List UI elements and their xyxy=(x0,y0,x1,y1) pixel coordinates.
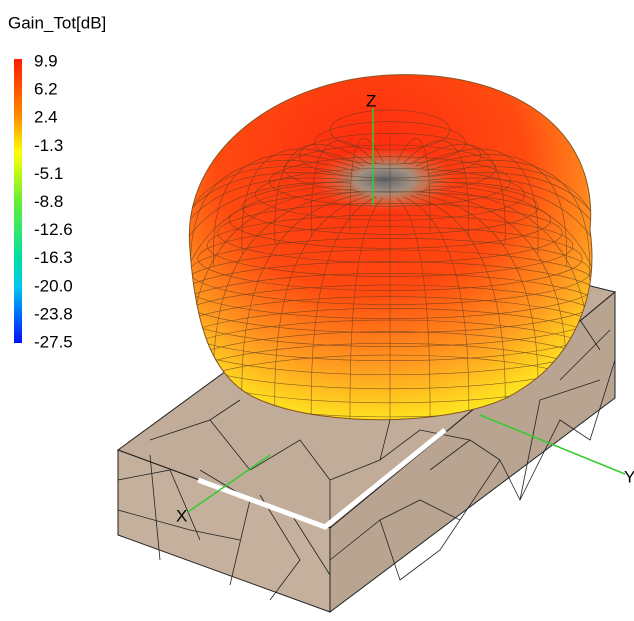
y-axis-label: Y xyxy=(624,467,634,486)
legend-tick-label: -8.8 xyxy=(34,192,63,211)
legend-tick-label: -20.0 xyxy=(34,276,73,295)
legend-tick-label: 9.9 xyxy=(34,51,58,70)
legend-tick-label: 2.4 xyxy=(34,108,58,127)
legend-tick-label: -5.1 xyxy=(34,164,63,183)
legend-title: Gain_Tot[dB] xyxy=(8,13,106,32)
x-axis-label: X xyxy=(176,506,187,525)
legend-tick-label: -16.3 xyxy=(34,248,73,267)
legend-tick-label: 6.2 xyxy=(34,80,58,99)
legend-tick-label: -12.6 xyxy=(34,220,73,239)
legend-tick-label: -27.5 xyxy=(34,332,73,351)
radiation-pattern-view: Gain_Tot[dB] 9.9 6.2 2.4 -1.3 -5.1 -8.8 -12.6 -… xyxy=(0,0,634,621)
z-axis-label: Z xyxy=(366,91,376,110)
colorbar xyxy=(14,59,22,343)
legend-tick-label: -1.3 xyxy=(34,136,63,155)
legend-tick-label: -23.8 xyxy=(34,304,73,323)
